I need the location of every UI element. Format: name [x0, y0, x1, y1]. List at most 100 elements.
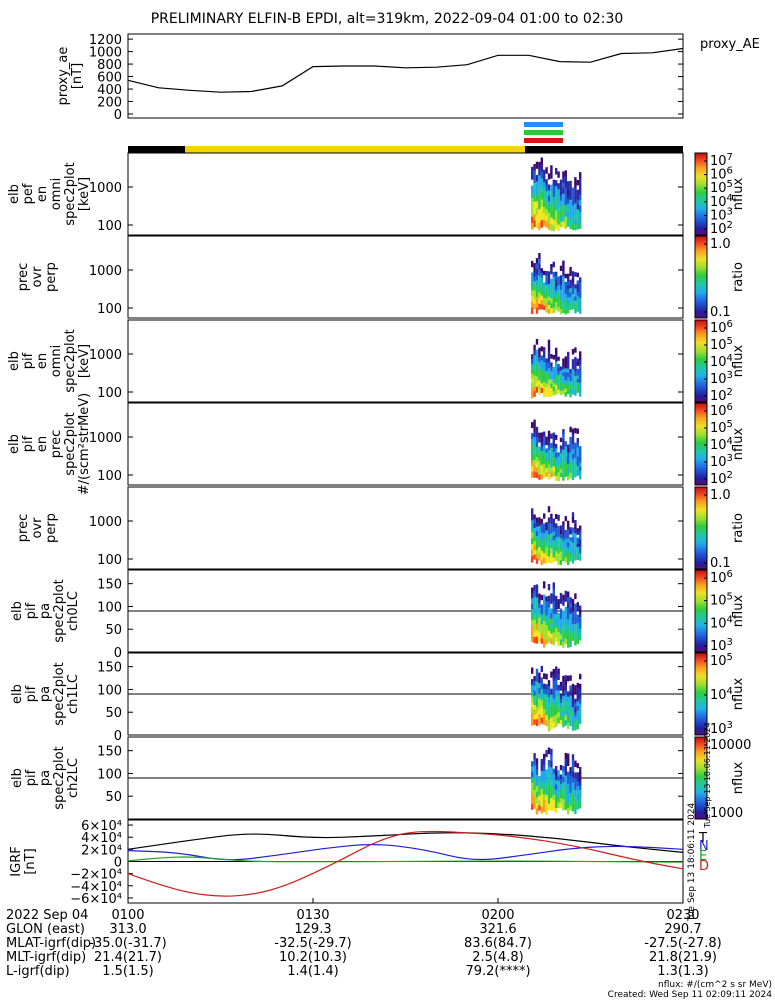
spectrogram-pixel	[579, 462, 582, 468]
spectrogram-pixel	[576, 204, 579, 210]
spectrogram-pixel	[545, 808, 548, 815]
spectrogram-pixel	[579, 613, 582, 618]
spectrogram-pixel	[557, 382, 560, 387]
spectrogram-pixel	[564, 380, 567, 385]
footer-value: 290.7	[664, 922, 701, 937]
spectrogram-pixel	[557, 631, 560, 637]
spectrogram-pixel	[564, 170, 567, 177]
y-tick-label: 100	[97, 553, 122, 568]
spectrogram-pixel	[562, 636, 565, 643]
spectrogram-pixel	[543, 714, 546, 720]
spectrogram-pixel	[535, 349, 539, 356]
spectrogram-pixel	[547, 534, 551, 541]
spectrogram-pixel	[543, 594, 546, 602]
y-tick-label: 100	[97, 219, 122, 234]
spectrogram-pixel	[545, 704, 548, 711]
spectrogram-pixel	[552, 456, 555, 463]
orbit-bar-yellow	[185, 146, 525, 153]
spectrogram-pixel	[579, 297, 582, 304]
spectrogram-pixel	[545, 673, 548, 680]
spectrogram-pixel	[550, 191, 553, 199]
spectrogram-pixel	[557, 293, 560, 299]
y-tick-label: 100	[97, 302, 122, 317]
spectrogram-pixel	[562, 537, 565, 542]
spectrogram-pixel	[535, 668, 539, 676]
spectrogram-pixel	[540, 633, 543, 639]
spectrogram-pixel	[552, 686, 555, 693]
spectrogram-pixel	[547, 539, 551, 546]
legend-N: N	[699, 839, 709, 854]
spectrogram-pixel	[559, 681, 563, 687]
y-tick-label: 150	[97, 578, 122, 593]
spectrogram-pixel	[535, 214, 539, 222]
spectrogram-pixel	[567, 597, 570, 604]
spectrogram-pixel	[552, 674, 555, 682]
spectrogram-pixel	[564, 690, 567, 696]
spectrogram-pixel	[531, 422, 534, 429]
spectrogram-pixel	[567, 212, 570, 218]
spectrogram-pixel	[571, 517, 575, 523]
colorbar	[694, 235, 708, 319]
spectrogram-pixel	[547, 195, 551, 202]
spectrogram-pixel	[557, 285, 560, 290]
spectrogram-pixel	[550, 523, 553, 529]
spectrogram-pixel	[543, 290, 546, 295]
spectrogram-pixel	[540, 546, 543, 552]
spectrogram-pixel	[552, 721, 555, 729]
spectrogram-pixel	[557, 627, 560, 633]
y-axis-label: proxy_ae	[56, 47, 71, 106]
spectrogram-pixel	[538, 175, 541, 183]
spectrogram-pixel	[569, 180, 572, 187]
spectrogram-pixel	[567, 472, 570, 477]
spectrogram-pixel	[550, 462, 553, 468]
spectrogram-pixel	[562, 470, 565, 476]
spectrogram-pixel	[552, 789, 555, 796]
spectrogram-pixel	[550, 472, 553, 478]
spectrogram-pixel	[535, 763, 539, 770]
spectrogram-pixel	[552, 355, 555, 360]
spectrogram-pixel	[533, 514, 536, 520]
spectrogram-pixel	[557, 706, 560, 713]
spectrogram-pixel	[533, 777, 536, 785]
spectrogram-pixel	[533, 290, 536, 296]
spectrogram-pixel	[552, 548, 555, 554]
spectrogram-pixel	[555, 290, 558, 295]
spectrogram-pixel	[579, 771, 582, 777]
spectrogram-pixel	[552, 518, 555, 524]
spectrogram-pixel	[533, 527, 536, 533]
spectrogram-pixel	[562, 386, 565, 391]
spectrogram-pixel	[559, 465, 563, 470]
spectrogram-pixel	[538, 612, 541, 618]
spectrogram-pixel	[579, 373, 582, 379]
spectrogram-pixel	[569, 301, 572, 306]
spectrogram-pixel	[547, 288, 551, 293]
spectrogram-pixel	[579, 211, 582, 218]
spectrogram-pixel	[540, 281, 543, 287]
spectrogram-pixel	[533, 276, 536, 282]
spectrogram-pixel	[557, 617, 560, 623]
spectrogram-pixel	[538, 525, 541, 531]
footer-value: 0200	[481, 908, 514, 923]
spectrogram-pixel	[555, 168, 558, 175]
spectrogram-pixel	[562, 788, 565, 794]
y-tick-label: 1000	[89, 515, 122, 530]
spectrogram-pixel	[564, 309, 567, 315]
colorbar-tick-label: 103	[710, 370, 733, 387]
footer-value: 321.6	[479, 922, 516, 937]
spectrogram-pixel	[550, 383, 553, 389]
spectrogram-pixel	[574, 593, 577, 599]
spectrogram-pixel	[571, 438, 575, 445]
spectrogram-pixel	[571, 469, 575, 475]
spectrogram-pixel	[535, 526, 539, 532]
spectrogram-pixel	[545, 620, 548, 626]
spectrogram-pixel	[555, 186, 558, 193]
spectrogram-pixel	[567, 801, 570, 809]
spectrogram-pixel	[557, 378, 560, 383]
spectrogram-pixel	[538, 672, 541, 679]
spectrogram-pixel	[555, 605, 558, 610]
spectrogram-pixel	[579, 466, 582, 472]
spectrogram-pixel	[533, 550, 536, 556]
spectrogram-pixel	[538, 627, 541, 633]
y-tick-label: 1000	[89, 181, 122, 196]
